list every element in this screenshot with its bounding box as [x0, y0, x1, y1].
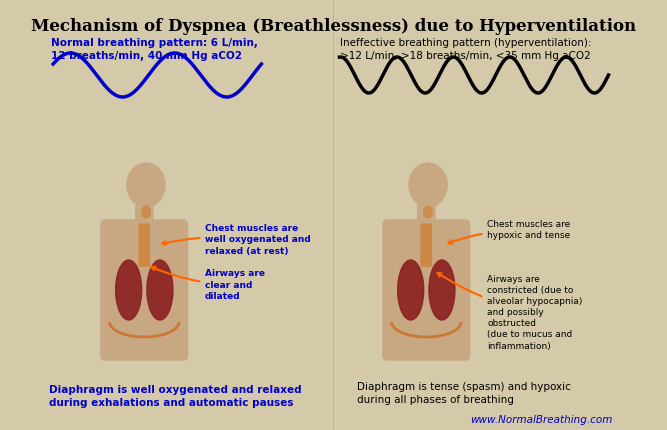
FancyBboxPatch shape: [135, 205, 153, 227]
Ellipse shape: [147, 260, 173, 320]
FancyBboxPatch shape: [421, 224, 432, 266]
Ellipse shape: [141, 206, 150, 218]
FancyBboxPatch shape: [418, 205, 435, 227]
Text: Chest muscles are
hypoxic and tense: Chest muscles are hypoxic and tense: [448, 220, 570, 244]
Ellipse shape: [115, 260, 141, 320]
Text: Diaphragm is tense (spasm) and hypoxic
during all phases of breathing: Diaphragm is tense (spasm) and hypoxic d…: [357, 382, 571, 405]
Circle shape: [127, 163, 165, 207]
Text: www.NormalBreathing.com: www.NormalBreathing.com: [470, 415, 613, 425]
Ellipse shape: [398, 260, 424, 320]
Text: Airways are
clear and
dilated: Airways are clear and dilated: [151, 267, 265, 301]
FancyBboxPatch shape: [101, 220, 187, 360]
Text: Ineffective breathing pattern (hyperventilation):
>12 L/min, >18 breaths/min, <3: Ineffective breathing pattern (hypervent…: [340, 38, 591, 61]
Ellipse shape: [429, 260, 455, 320]
Text: Chest muscles are
well oxygenated and
relaxed (at rest): Chest muscles are well oxygenated and re…: [162, 224, 311, 255]
FancyBboxPatch shape: [139, 224, 149, 266]
Text: Airways are
constricted (due to
alveolar hypocapnia)
and possibly
obstructed
(du: Airways are constricted (due to alveolar…: [438, 273, 582, 350]
Text: Diaphragm is well oxygenated and relaxed
during exhalations and automatic pauses: Diaphragm is well oxygenated and relaxed…: [49, 385, 301, 408]
Ellipse shape: [424, 206, 432, 218]
Text: Normal breathing pattern: 6 L/min,
12 breaths/min, 40 mm Hg aCO2: Normal breathing pattern: 6 L/min, 12 br…: [51, 38, 258, 61]
Circle shape: [409, 163, 447, 207]
FancyBboxPatch shape: [383, 220, 470, 360]
Text: Mechanism of Dyspnea (Breathlessness) due to Hyperventilation: Mechanism of Dyspnea (Breathlessness) du…: [31, 18, 636, 35]
